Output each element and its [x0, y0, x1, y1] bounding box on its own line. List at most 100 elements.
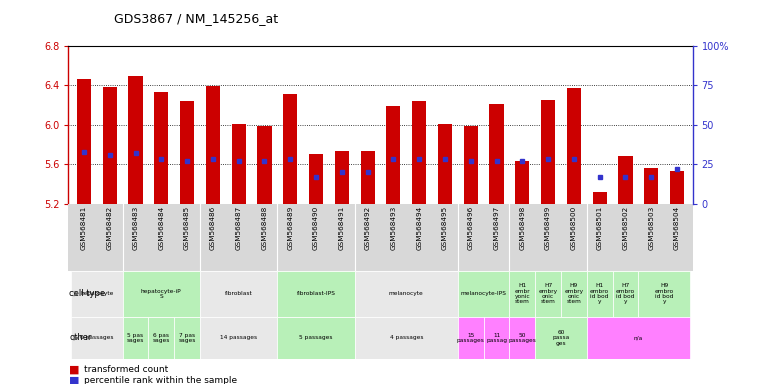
Bar — [593, 192, 607, 204]
Bar — [535, 317, 587, 359]
Text: GSM568482: GSM568482 — [107, 205, 113, 250]
Text: GSM568491: GSM568491 — [339, 205, 345, 250]
Bar — [77, 79, 91, 204]
Bar — [283, 94, 298, 204]
Bar — [587, 317, 690, 359]
Text: H7
embry
onic
stem: H7 embry onic stem — [539, 283, 558, 305]
Text: 4 passages: 4 passages — [390, 335, 423, 341]
Text: H1
embro
id bod
y: H1 embro id bod y — [590, 283, 610, 305]
Bar — [644, 168, 658, 204]
Text: 50
passages: 50 passages — [508, 333, 537, 343]
Text: transformed count: transformed count — [84, 365, 168, 374]
Bar — [412, 101, 426, 204]
Text: 6 pas
sages: 6 pas sages — [153, 333, 170, 343]
Text: GSM568490: GSM568490 — [313, 205, 319, 250]
Text: percentile rank within the sample: percentile rank within the sample — [84, 376, 237, 384]
Text: GSM568496: GSM568496 — [468, 205, 474, 250]
Text: GSM568503: GSM568503 — [648, 205, 654, 250]
Text: GSM568485: GSM568485 — [184, 205, 190, 250]
Text: other: other — [69, 333, 91, 343]
Bar — [309, 154, 323, 204]
Bar — [458, 317, 484, 359]
Bar — [123, 271, 200, 317]
Bar — [355, 271, 458, 317]
Text: 5 pas
sages: 5 pas sages — [127, 333, 145, 343]
Bar — [489, 104, 504, 204]
Bar — [567, 88, 581, 204]
Bar — [619, 156, 632, 204]
Text: GSM568483: GSM568483 — [132, 205, 139, 250]
Bar — [361, 151, 374, 204]
Bar — [438, 124, 452, 204]
Text: GSM568494: GSM568494 — [416, 205, 422, 250]
Text: 11
passag: 11 passag — [486, 333, 507, 343]
Text: 14 passages: 14 passages — [220, 335, 257, 341]
Text: hepatocyte-iP
S: hepatocyte-iP S — [141, 288, 182, 299]
Text: GSM568481: GSM568481 — [81, 205, 87, 250]
Text: fibroblast: fibroblast — [224, 291, 253, 296]
Text: GSM568493: GSM568493 — [390, 205, 396, 250]
Text: 7 pas
sages: 7 pas sages — [178, 333, 196, 343]
Bar — [154, 92, 168, 204]
Bar — [71, 317, 123, 359]
Text: GSM568498: GSM568498 — [519, 205, 525, 250]
Text: GSM568486: GSM568486 — [210, 205, 216, 250]
Text: GSM568500: GSM568500 — [571, 205, 577, 250]
Text: n/a: n/a — [634, 335, 643, 341]
Bar — [277, 317, 355, 359]
Text: H9
embry
onic
stem: H9 embry onic stem — [565, 283, 584, 305]
Text: melanocyte: melanocyte — [389, 291, 424, 296]
Bar — [200, 271, 277, 317]
Bar — [387, 106, 400, 204]
Bar — [541, 100, 556, 204]
Bar — [613, 271, 638, 317]
Text: GSM568504: GSM568504 — [674, 205, 680, 250]
Bar — [561, 271, 587, 317]
Text: 5 passages: 5 passages — [299, 335, 333, 341]
Text: H1
embr
yonic
stem: H1 embr yonic stem — [514, 283, 530, 305]
Bar — [148, 317, 174, 359]
Bar — [535, 271, 561, 317]
Bar — [463, 126, 478, 204]
Bar — [174, 317, 200, 359]
Bar — [484, 317, 509, 359]
Text: GSM568488: GSM568488 — [262, 205, 267, 250]
Bar — [103, 88, 117, 204]
Bar — [335, 151, 349, 204]
Text: 15
passages: 15 passages — [457, 333, 485, 343]
Bar — [200, 317, 277, 359]
Text: 0 passages: 0 passages — [80, 335, 113, 341]
Text: GSM568497: GSM568497 — [494, 205, 499, 250]
Bar — [180, 101, 194, 204]
Text: GSM568492: GSM568492 — [365, 205, 371, 250]
Bar — [257, 126, 272, 204]
Text: GSM568501: GSM568501 — [597, 205, 603, 250]
Text: ■: ■ — [68, 364, 79, 374]
Text: H9
embro
id bod
y: H9 embro id bod y — [654, 283, 673, 305]
Bar — [587, 271, 613, 317]
Bar — [509, 317, 535, 359]
Text: GSM568499: GSM568499 — [545, 205, 551, 250]
Text: GSM568489: GSM568489 — [287, 205, 293, 250]
Text: cell type: cell type — [69, 289, 105, 298]
Bar — [458, 271, 509, 317]
Text: ■: ■ — [68, 375, 79, 384]
Text: GSM568484: GSM568484 — [158, 205, 164, 250]
Bar — [277, 271, 355, 317]
Bar — [71, 271, 123, 317]
Text: GSM568502: GSM568502 — [622, 205, 629, 250]
Bar — [205, 86, 220, 204]
Bar — [515, 161, 530, 204]
Text: 60
passa
ges: 60 passa ges — [552, 330, 570, 346]
Text: hepatocyte: hepatocyte — [80, 291, 113, 296]
Text: melanocyte-IPS: melanocyte-IPS — [460, 291, 507, 296]
Bar — [231, 124, 246, 204]
Text: H7
embro
id bod
y: H7 embro id bod y — [616, 283, 635, 305]
Text: GDS3867 / NM_145256_at: GDS3867 / NM_145256_at — [114, 12, 279, 25]
Bar — [509, 271, 535, 317]
Bar — [670, 171, 684, 204]
Bar — [129, 76, 142, 204]
Text: fibroblast-IPS: fibroblast-IPS — [297, 291, 336, 296]
Text: GSM568495: GSM568495 — [442, 205, 448, 250]
Bar — [355, 317, 458, 359]
